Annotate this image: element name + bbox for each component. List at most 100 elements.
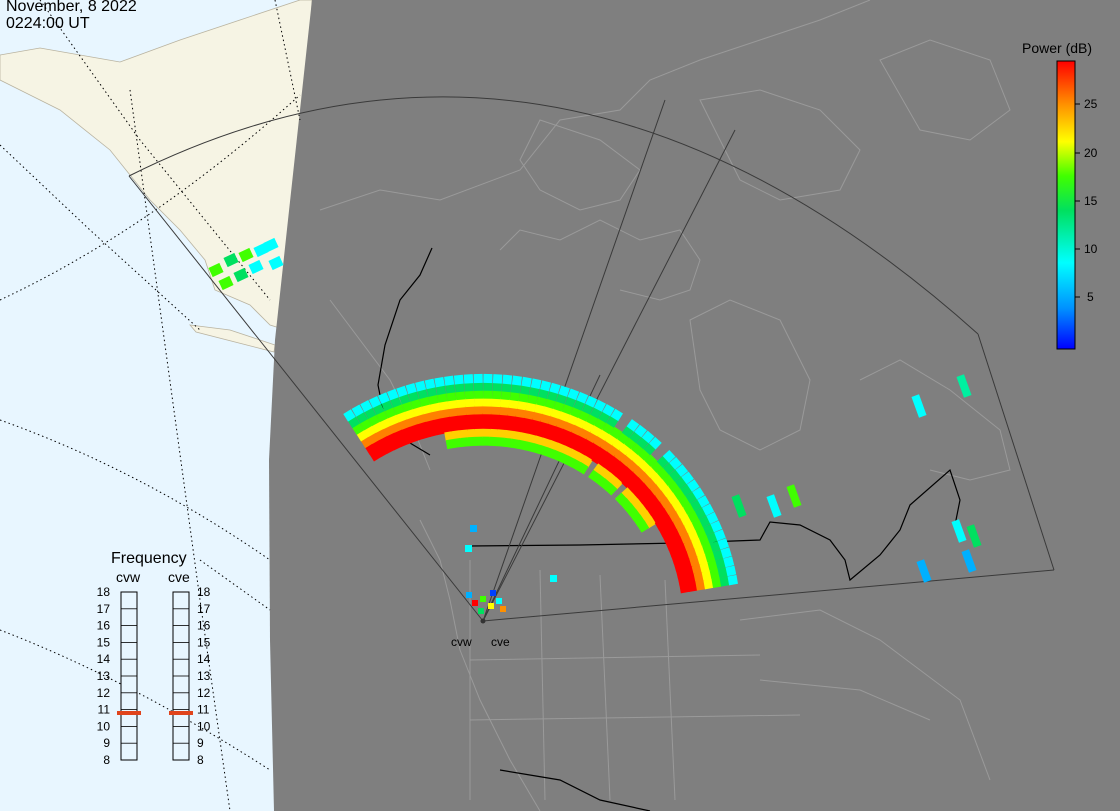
backscatter-cell: [474, 397, 484, 407]
backscatter-cell: [238, 247, 254, 263]
frequency-level-label: 9: [103, 736, 110, 750]
backscatter-cell: [482, 436, 492, 446]
backscatter-cell: [499, 405, 510, 416]
backscatter-cell: [500, 606, 506, 612]
backscatter-cell: [719, 576, 730, 587]
backscatter-cell: [699, 562, 711, 574]
frequency-level-label: 9: [197, 736, 204, 750]
backscatter-cell: [549, 382, 561, 394]
backscatter-cell: [717, 567, 729, 578]
backscatter-cell: [786, 484, 802, 508]
backscatter-cell: [500, 390, 511, 401]
colorbar-tick-label: 10: [1084, 242, 1098, 256]
backscatter-cell: [636, 520, 650, 533]
backscatter-cell: [428, 393, 439, 405]
backscatter-cell: [377, 392, 390, 405]
backscatter-cell: [492, 374, 503, 384]
backscatter-cell: [478, 608, 484, 614]
backscatter-cell: [490, 590, 496, 596]
backscatter-cell: [521, 376, 532, 388]
backscatter-cell: [480, 596, 486, 602]
backscatter-cell: [702, 503, 715, 516]
frequency-level-label: 8: [103, 753, 110, 767]
backscatter-cell: [540, 380, 552, 392]
backscatter-cell: [491, 397, 501, 408]
backscatter-cell: [558, 385, 570, 397]
frequency-level-label: 14: [197, 652, 211, 666]
backscatter-cell: [464, 389, 475, 400]
backscatter-cell: [517, 399, 528, 411]
backscatter-cell: [519, 384, 531, 395]
backscatter-cell: [500, 398, 510, 408]
backscatter-cell: [689, 556, 701, 568]
backscatter-cell: [709, 568, 721, 580]
backscatter-cell: [446, 391, 457, 402]
backscatter-cell: [474, 420, 484, 431]
backscatter-cell: [427, 426, 439, 438]
frequency-level-label: 16: [197, 619, 211, 633]
backscatter-cell: [515, 407, 527, 419]
backscatter-cell: [686, 479, 700, 492]
backscatter-cell: [502, 374, 513, 385]
backscatter-cell: [223, 252, 239, 268]
backscatter-cell: [490, 421, 500, 431]
backscatter-cell: [435, 384, 447, 396]
colorbar-tick-label: 25: [1084, 97, 1098, 111]
frequency-level-label: 17: [197, 602, 211, 616]
backscatter-cell: [459, 429, 470, 440]
frequency-level-label: 13: [197, 669, 211, 683]
backscatter-cell: [498, 413, 509, 424]
backscatter-cell: [474, 413, 484, 423]
backscatter-cell: [710, 520, 723, 533]
backscatter-cell: [454, 382, 465, 393]
backscatter-cell: [449, 414, 460, 425]
frequency-level-label: 13: [97, 669, 111, 683]
backscatter-cell: [662, 450, 676, 463]
frequency-level-label: 15: [197, 635, 211, 649]
backscatter-cell: [695, 580, 706, 591]
backscatter-cell: [701, 570, 713, 582]
backscatter-cell: [518, 392, 529, 403]
land-outlines: [319, 0, 1011, 811]
backscatter-cell: [473, 373, 483, 384]
backscatter-cell: [460, 437, 471, 447]
backscatter-cell: [248, 259, 264, 275]
backscatter-cell: [511, 375, 523, 386]
date-label: November, 8 2022: [6, 0, 137, 15]
backscatter-cell: [457, 413, 468, 424]
backscatter-cell: [679, 582, 690, 594]
backscatter-cell: [501, 382, 512, 393]
backscatter-cell: [458, 421, 469, 432]
backscatter-cell: [483, 373, 493, 384]
backscatter-cell: [697, 553, 709, 566]
backscatter-cell: [360, 400, 373, 413]
backscatter-cell: [707, 560, 719, 572]
backscatter-cell: [704, 551, 717, 563]
backscatter-cell: [641, 430, 655, 444]
backscatter-cell: [706, 512, 719, 525]
backscatter-cell: [649, 436, 662, 450]
backscatter-cell: [451, 430, 462, 441]
backscatter-cell: [576, 462, 589, 475]
backscatter-cell: [686, 548, 699, 560]
backscatter-cell: [466, 413, 476, 423]
backscatter-cell: [687, 581, 698, 593]
backscatter-cell: [465, 397, 475, 408]
backscatter-cell: [396, 385, 408, 398]
backscatter-cell: [693, 572, 705, 583]
backscatter-cell: [473, 389, 484, 399]
frequency-level-label: 8: [197, 753, 204, 767]
backscatter-cell: [530, 378, 542, 390]
backscatter-cell: [488, 603, 494, 609]
backscatter-cell: [712, 549, 724, 561]
backscatter-cell: [431, 409, 443, 420]
backscatter-cell: [532, 410, 544, 422]
backscatter-cell: [442, 423, 454, 434]
backscatter-cell: [434, 376, 445, 388]
backscatter-cell: [483, 381, 493, 391]
frequency-title: Frequency: [111, 550, 187, 567]
backscatter-cell: [709, 540, 722, 553]
backscatter-cell: [489, 436, 499, 447]
backscatter-cell: [433, 416, 445, 428]
backscatter-cell: [529, 386, 540, 397]
